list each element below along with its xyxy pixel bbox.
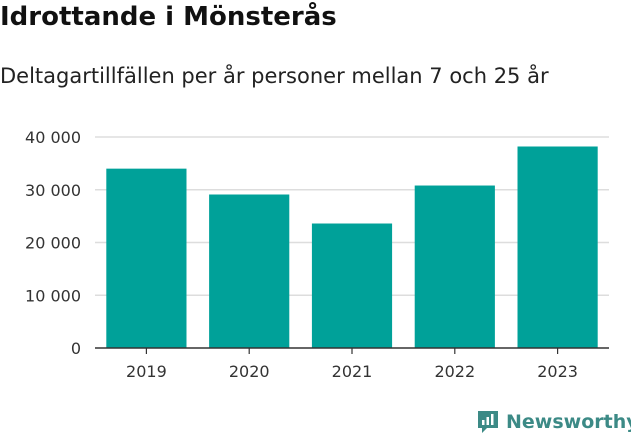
y-tick-label: 40 000 xyxy=(25,128,81,147)
y-tick-label: 30 000 xyxy=(25,181,81,200)
x-tick-label: 2019 xyxy=(126,362,167,381)
y-tick-label: 0 xyxy=(71,339,81,358)
x-tick-label: 2020 xyxy=(229,362,270,381)
y-tick-label: 20 000 xyxy=(25,234,81,253)
x-tick-label: 2022 xyxy=(434,362,475,381)
bar-2023 xyxy=(517,146,598,348)
brand-name: Newsworthy xyxy=(506,411,631,433)
bar-2021 xyxy=(311,223,393,348)
bar-chart: 0 10 000 20 000 30 000 40 000 2019 2020 2021 202… xyxy=(25,128,609,381)
y-tick-label: 10 000 xyxy=(25,286,81,305)
bar-2022 xyxy=(414,185,495,348)
x-tick-label: 2021 xyxy=(332,362,373,381)
bar-2020 xyxy=(209,194,290,348)
chart-title: Idrottande i Mönsterås xyxy=(0,2,337,32)
newsworthy-icon xyxy=(478,411,498,433)
x-tick-label: 2023 xyxy=(537,362,578,381)
brand-logo: Newsworthy xyxy=(476,407,631,437)
bar-2019 xyxy=(106,168,187,348)
chart-subtitle: Deltagartillfällen per år personer mella… xyxy=(0,64,549,88)
